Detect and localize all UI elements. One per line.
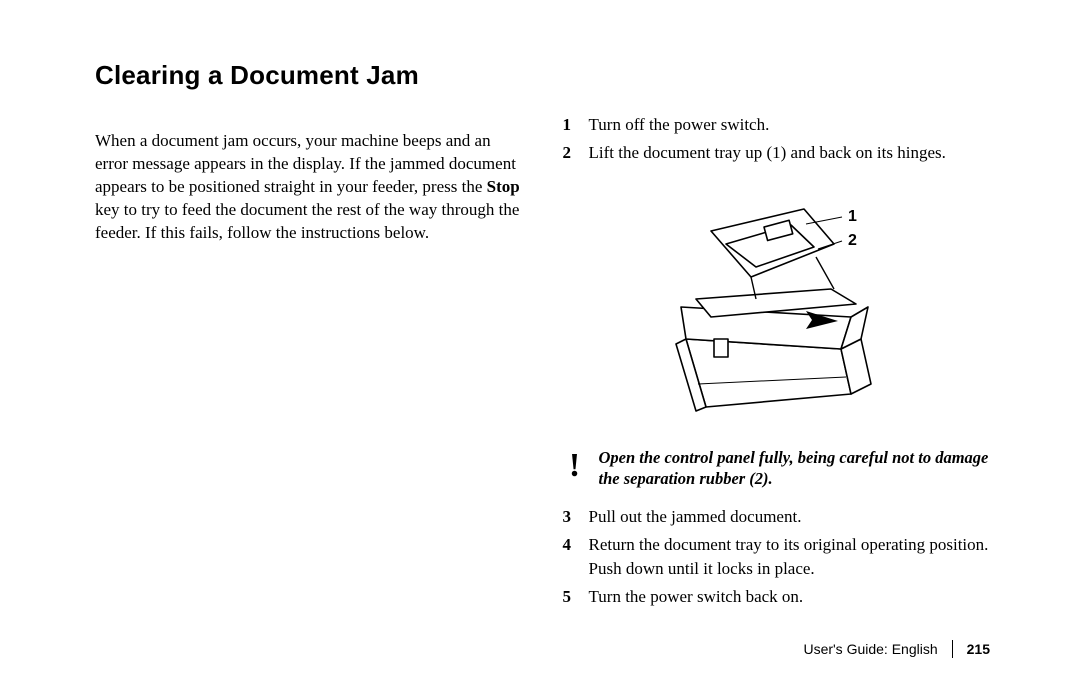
caution-text: Open the control panel fully, being care…	[599, 447, 991, 490]
footer-divider	[952, 640, 953, 658]
illustration-label-2: 2	[848, 232, 857, 249]
page-heading: Clearing a Document Jam	[95, 60, 990, 91]
content-columns: When a document jam occurs, your machine…	[95, 113, 990, 613]
intro-text-2: key to try to feed the document the rest…	[95, 200, 519, 242]
step-text: Pull out the jammed document.	[589, 505, 991, 529]
step-text: Return the document tray to its original…	[589, 533, 991, 581]
step-5: 5 Turn the power switch back on.	[563, 585, 991, 609]
caution-note: ! Open the control panel fully, being ca…	[563, 447, 991, 490]
page-footer: User's Guide: English 215	[803, 640, 990, 658]
illustration-label-1: 1	[848, 208, 857, 225]
step-text: Turn off the power switch.	[589, 113, 991, 137]
intro-stop-word: Stop	[487, 177, 520, 196]
caution-icon: !	[563, 447, 587, 483]
intro-text-1: When a document jam occurs, your machine…	[95, 131, 516, 196]
left-column: When a document jam occurs, your machine…	[95, 113, 523, 613]
step-2: 2 Lift the document tray up (1) and back…	[563, 141, 991, 165]
step-number: 1	[563, 113, 589, 137]
footer-label: User's Guide: English	[803, 641, 951, 657]
step-number: 5	[563, 585, 589, 609]
step-number: 4	[563, 533, 589, 581]
step-number: 2	[563, 141, 589, 165]
right-column: 1 Turn off the power switch. 2 Lift the …	[563, 113, 991, 613]
manual-page: Clearing a Document Jam When a document …	[0, 0, 1080, 698]
step-4: 4 Return the document tray to its origin…	[563, 533, 991, 581]
footer-page-number: 215	[967, 641, 990, 657]
intro-paragraph: When a document jam occurs, your machine…	[95, 130, 523, 245]
step-text: Lift the document tray up (1) and back o…	[589, 141, 991, 165]
step-number: 3	[563, 505, 589, 529]
printer-svg: 1 2	[656, 189, 896, 419]
printer-illustration: 1 2	[563, 189, 991, 419]
step-3: 3 Pull out the jammed document.	[563, 505, 991, 529]
step-text: Turn the power switch back on.	[589, 585, 991, 609]
step-1: 1 Turn off the power switch.	[563, 113, 991, 137]
